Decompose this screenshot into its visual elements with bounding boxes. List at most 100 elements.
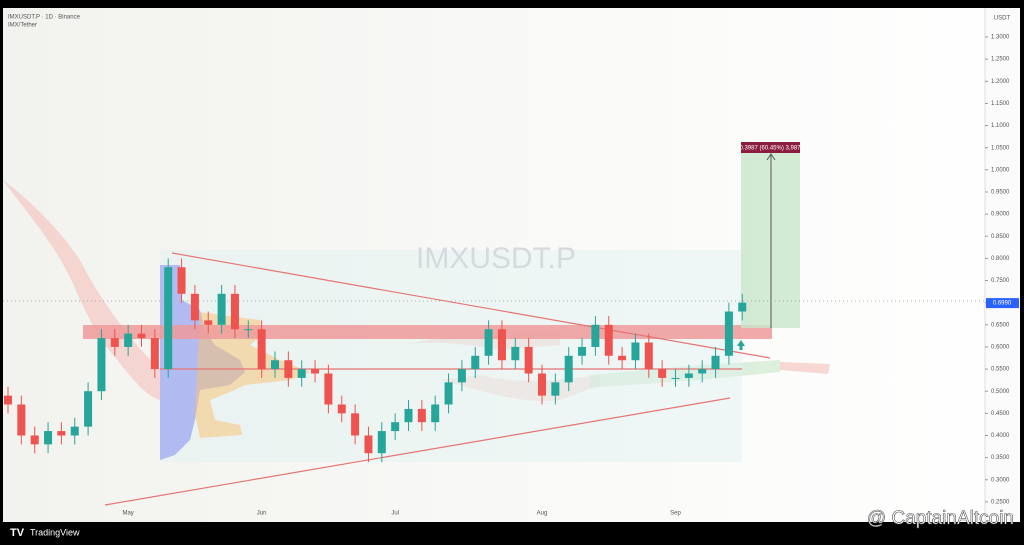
candle-body <box>724 311 733 356</box>
candle-body <box>217 293 226 325</box>
candle-body <box>164 267 173 370</box>
candle-body <box>351 413 360 436</box>
candle-body <box>244 329 253 331</box>
candle-body <box>377 431 386 454</box>
y-tick-label: 1.0500 <box>991 145 1010 151</box>
y-tick-label: 0.5500 <box>991 367 1010 373</box>
signal-arrow <box>737 340 745 350</box>
candle-body <box>644 342 653 370</box>
symbol-watermark: IMXUSDT.P <box>416 242 576 275</box>
candle-body <box>44 431 53 445</box>
candle-body <box>497 329 506 361</box>
y-tick-label: 0.9500 <box>991 190 1010 196</box>
y-tick-label: 0.2500 <box>991 499 1010 505</box>
y-tick-label: 0.3000 <box>991 477 1010 483</box>
candle-body <box>431 404 440 423</box>
candle-body <box>110 338 119 347</box>
candle-body <box>658 369 667 378</box>
y-tick-label: 0.8000 <box>991 256 1010 262</box>
y-tick-label: 1.1000 <box>991 123 1010 129</box>
y-tick-label: 0.4500 <box>991 411 1010 417</box>
cloud <box>440 375 600 401</box>
candle-body <box>70 426 79 436</box>
candle-body <box>124 333 133 347</box>
axis-unit: USDT <box>994 16 1011 22</box>
candle-body <box>404 408 413 423</box>
candle-body <box>4 395 12 405</box>
candle-body <box>457 369 466 383</box>
candle-body <box>204 320 213 325</box>
volume-profile <box>195 312 310 438</box>
cloud <box>3 180 160 400</box>
candle-body <box>511 346 520 361</box>
x-tick-label: Jul <box>391 511 399 517</box>
candle-body <box>150 338 159 370</box>
x-tick-label: May <box>122 511 133 517</box>
candle-body <box>190 293 199 321</box>
candle-body <box>738 302 747 312</box>
candle-body <box>551 382 560 396</box>
candle-body <box>564 355 573 383</box>
candle-body <box>84 391 93 427</box>
plot: 0.2500 0.3000 0.3500 0.4000 0.4500 0.5000 0.55… <box>4 35 1019 517</box>
candle-body <box>391 422 400 432</box>
candle-body <box>417 408 426 423</box>
last-price-label: 0.6990 <box>993 301 1012 307</box>
site-watermark: @ CaptainAltcoin <box>867 508 1014 529</box>
trendline-upper <box>171 252 771 359</box>
candle-body <box>591 324 600 347</box>
y-tick-label: 0.8500 <box>991 234 1010 240</box>
x-tick-label: Sep <box>670 511 681 517</box>
candle-body <box>230 293 239 330</box>
brand: TradingView <box>30 527 80 537</box>
y-tick-label: 1.1500 <box>991 101 1010 107</box>
candle-body <box>471 355 480 370</box>
candle-body <box>137 333 146 339</box>
candle-body <box>484 329 493 356</box>
candle-body <box>711 355 720 370</box>
candle-body <box>271 360 279 370</box>
candle-body <box>538 373 546 396</box>
candle-body <box>364 435 373 454</box>
candle-body <box>631 342 640 361</box>
target-label: 0.3987 (60.45%) 3,987 <box>739 146 801 152</box>
brand-logo: TV <box>10 527 25 539</box>
candle-body <box>30 435 39 445</box>
candle-body <box>297 369 306 378</box>
y-tick-label: 1.3000 <box>991 35 1010 41</box>
candle-body <box>177 267 186 294</box>
candle-body <box>444 382 453 405</box>
header-line: IMX/Tether <box>8 23 37 29</box>
candle-body <box>284 360 293 378</box>
candle-body <box>698 369 707 374</box>
candle-body <box>618 355 627 361</box>
y-tick-label: 0.7500 <box>991 278 1010 284</box>
price-axis-panel <box>985 8 1020 522</box>
candle-body <box>257 329 266 370</box>
y-tick-label: 1.0000 <box>991 167 1010 173</box>
y-tick-label: 1.2500 <box>991 57 1010 63</box>
resistance-zone <box>83 325 772 339</box>
candle-body <box>57 431 66 436</box>
bottom-bar <box>0 522 1024 545</box>
cloud <box>780 362 830 374</box>
y-tick-label: 0.5000 <box>991 389 1010 395</box>
y-tick-label: 0.4000 <box>991 433 1010 439</box>
candle-body <box>684 373 693 378</box>
x-tick-label: Aug <box>537 511 548 517</box>
target-arrow-head <box>766 153 776 161</box>
candle-body <box>337 404 346 414</box>
y-tick-label: 0.9000 <box>991 212 1010 218</box>
candle-body <box>97 338 106 392</box>
y-tick-label: 0.6500 <box>991 322 1010 328</box>
candle-body <box>524 346 533 374</box>
target-label-box <box>741 142 800 153</box>
y-tick-label: 1.2000 <box>991 79 1010 85</box>
y-tick-label: 0.6000 <box>991 345 1010 351</box>
candle-body <box>324 373 333 405</box>
candle-body <box>311 369 320 374</box>
candle-body <box>17 404 26 436</box>
candle-body <box>671 377 680 379</box>
